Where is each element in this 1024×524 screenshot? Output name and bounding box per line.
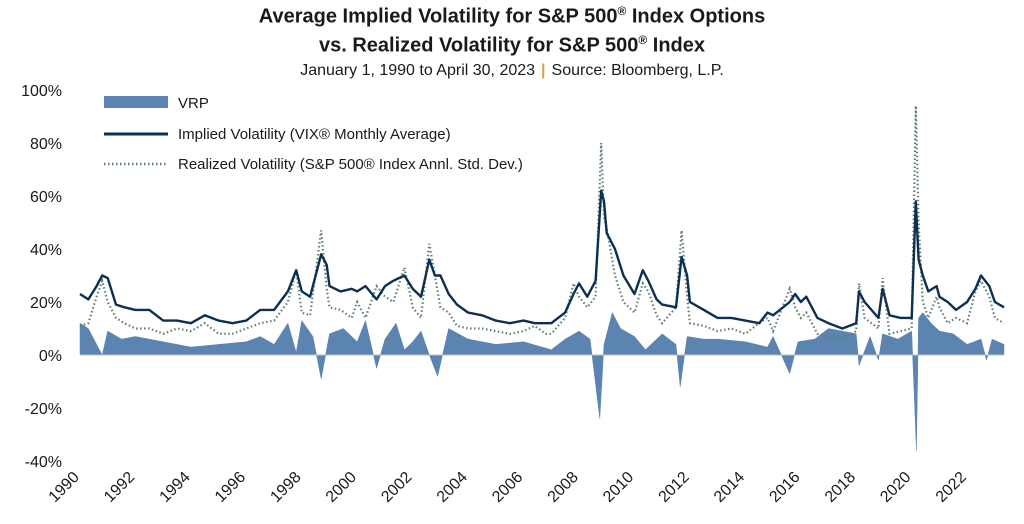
chart-subtitle: January 1, 1990 to April 30, 2023 | Source… xyxy=(0,62,1024,80)
subtitle-separator: | xyxy=(541,62,546,79)
legend-vrp-label: VRP xyxy=(178,95,209,112)
series-realized-line xyxy=(79,105,1005,341)
series-vrp-area xyxy=(79,311,1005,451)
x-tick-label: 2014 xyxy=(711,469,748,506)
y-tick-label: -40% xyxy=(25,454,62,471)
x-tick-label: 2018 xyxy=(822,469,859,506)
x-tick-label: 2022 xyxy=(933,469,970,506)
x-tick-label: 2004 xyxy=(434,469,471,506)
chart-title-line1: Average Implied Volatility for S&P 500® … xyxy=(258,4,766,28)
chart-title-line2: vs. Realized Volatility for S&P 500® Ind… xyxy=(318,33,706,57)
legend-realized-label: Realized Volatility (S&P 500® Index Annl… xyxy=(178,156,523,173)
x-tick-label: 2000 xyxy=(323,469,360,506)
x-tick-label: 2008 xyxy=(545,469,582,506)
x-tick-label: 1996 xyxy=(212,469,249,506)
legend-implied-label: Implied Volatility (VIX® Monthly Average… xyxy=(178,126,451,143)
x-tick-label: 1990 xyxy=(46,469,83,506)
x-tick-label: 1994 xyxy=(157,469,194,506)
y-tick-label: 40% xyxy=(30,242,62,259)
y-tick-label: 0% xyxy=(39,348,62,365)
x-tick-label: 2016 xyxy=(766,469,803,506)
legend-vrp-swatch xyxy=(104,96,168,108)
x-tick-label: 2020 xyxy=(877,469,914,506)
x-tick-label: 2012 xyxy=(656,469,693,506)
y-tick-label: 100% xyxy=(21,83,62,100)
x-tick-label: 2002 xyxy=(378,469,415,506)
plot-area: -40% -20% 0% 20% 40% 60% 80% 100% 1990 1992 1994 19… xyxy=(21,83,1005,506)
x-tick-label: 1992 xyxy=(101,469,138,506)
x-tick-label: 2006 xyxy=(489,469,526,506)
y-tick-label: 60% xyxy=(30,189,62,206)
y-tick-label: 80% xyxy=(30,136,62,153)
y-tick-label: 20% xyxy=(30,295,62,312)
subtitle-dates: January 1, 1990 to April 30, 2023 xyxy=(300,62,536,79)
series-implied-line xyxy=(79,189,1005,330)
x-tick-label: 1998 xyxy=(267,469,304,506)
x-tick-label: 2010 xyxy=(600,469,637,506)
subtitle-source: Source: Bloomberg, L.P. xyxy=(551,62,724,79)
y-tick-label: -20% xyxy=(25,401,62,418)
legend: VRP Implied Volatility (VIX® Monthly Ave… xyxy=(104,95,523,173)
